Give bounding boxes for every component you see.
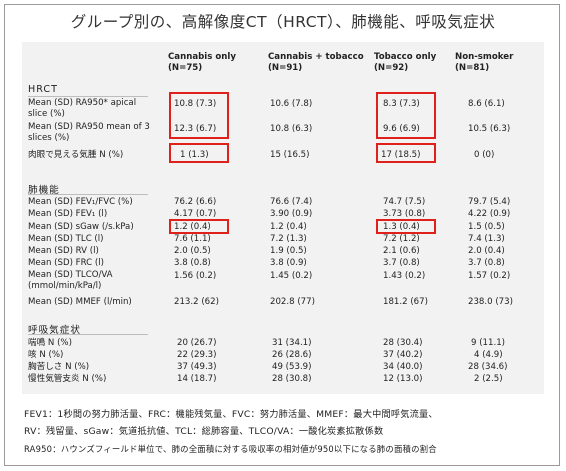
row-label: Mean (SD) TLC (l) <box>28 234 104 244</box>
table-cell: 4 (4.9) <box>474 350 503 360</box>
table-cell: 1.2 (0.4) <box>270 222 307 232</box>
table-cell: 1.3 (0.4) <box>383 222 420 232</box>
col-header-tobacco-only: Tobacco only (N=92) <box>374 52 437 73</box>
table-cell: 26 (28.6) <box>272 350 312 360</box>
table-cell: 2.0 (0.5) <box>174 246 211 256</box>
table-cell: 37 (49.3) <box>177 362 217 372</box>
table-cell: 181.2 (67) <box>383 297 428 307</box>
page-title: グループ別の、高解像度CT（HRCT）、肺機能、呼吸気症状 <box>70 13 496 31</box>
table-cell: 12 (13.0) <box>383 374 423 384</box>
section-title-hrct: HRCT <box>28 84 58 95</box>
table-cell: 1.57 (0.2) <box>468 271 511 281</box>
section-divider <box>28 194 148 195</box>
highlight-box <box>169 219 229 234</box>
row-label: Mean (SD) MMEF (l/min) <box>28 297 132 307</box>
table-cell: 15 (16.5) <box>270 150 310 160</box>
table-cell: 76.6 (7.4) <box>270 197 313 207</box>
col-header-non-smoker: Non-smoker (N=81) <box>455 52 514 73</box>
table-cell: 10.8 (6.3) <box>270 124 313 134</box>
row-label: Mean (SD) RA950* apical slice (%) <box>28 98 137 119</box>
table-cell: 8.3 (7.3) <box>383 99 420 109</box>
row-label: 咳 N (%) <box>28 350 64 360</box>
table-cell: 2 (2.5) <box>474 374 503 384</box>
section-divider <box>28 334 148 335</box>
table-cell: 3.90 (0.9) <box>270 209 313 219</box>
highlight-box <box>169 92 229 139</box>
table-cell: 7.6 (1.1) <box>174 234 211 244</box>
row-label: 肉眼で見える気腫 N (%) <box>28 150 124 160</box>
table-cell: 8.6 (6.1) <box>468 99 505 109</box>
table-cell: 20 (26.7) <box>177 338 217 348</box>
row-label: Mean (SD) FEV₁ (l) <box>28 209 108 219</box>
row-label: Mean (SD) sGaw (/s.kPa) <box>28 222 134 232</box>
table-cell: 10.5 (6.3) <box>468 124 511 134</box>
table-cell: 14 (18.7) <box>177 374 217 384</box>
footnote: RV：残留量、sGaw：気道抵抗値、TCL：総肺容量、TLCO/VA：一酸化炭素… <box>24 426 384 437</box>
row-label: 胸苦しさ N (%) <box>28 362 90 372</box>
table-cell: 9 (11.1) <box>471 338 506 348</box>
table-cell: 28 (34.6) <box>468 362 508 372</box>
table-cell: 34 (40.0) <box>383 362 423 372</box>
table-cell: 2.1 (0.6) <box>383 246 420 256</box>
table-cell: 12.3 (6.7) <box>174 124 217 134</box>
table-cell: 37 (40.2) <box>383 350 423 360</box>
table-cell: 238.0 (73) <box>468 297 513 307</box>
table-cell: 3.8 (0.9) <box>270 258 307 268</box>
table-cell: 28 (30.8) <box>272 374 312 384</box>
table-cell: 3.7 (0.8) <box>468 258 505 268</box>
table-cell: 1 (1.3) <box>180 150 209 160</box>
highlight-box <box>376 143 436 163</box>
table-cell: 9.6 (6.9) <box>383 124 420 134</box>
section-title-symptoms: 呼吸気症状 <box>28 325 81 336</box>
row-label: Mean (SD) TLCO/VA (mmol/min/kPa/l) <box>28 270 113 291</box>
footnote: RA950：ハウンズフィールド単位で、肺の全面積に対する吸収率の相対値が950以… <box>24 444 437 454</box>
col-header-cannabis-only: Cannabis only (N=75) <box>168 52 236 73</box>
row-label: Mean (SD) RV (l) <box>28 246 99 256</box>
table-cell: 4.22 (0.9) <box>468 209 511 219</box>
table-cell: 3.73 (0.8) <box>383 209 426 219</box>
table-cell: 22 (29.3) <box>177 350 217 360</box>
table-cell: 17 (18.5) <box>381 150 421 160</box>
table-cell: 79.7 (5.4) <box>468 197 511 207</box>
table-cell: 7.4 (1.3) <box>468 234 505 244</box>
table-cell: 202.8 (77) <box>270 297 315 307</box>
section-title-lung-function: 肺機能 <box>28 185 60 196</box>
table-cell: 1.56 (0.2) <box>174 271 217 281</box>
row-label: 喘鳴 N (%) <box>28 338 72 348</box>
table-cell: 10.6 (7.8) <box>270 99 313 109</box>
table-cell: 1.9 (0.5) <box>270 246 307 256</box>
table-cell: 1.2 (0.4) <box>174 222 211 232</box>
footnote: FEV1：1秒間の努力肺活量、FRC：機能残気量、FVC：努力肺活量、MMEF：… <box>24 409 438 420</box>
table-cell: 76.2 (6.6) <box>174 197 217 207</box>
table-cell: 1.5 (0.5) <box>468 222 505 232</box>
table-cell: 10.8 (7.3) <box>174 99 217 109</box>
table-cell: 213.2 (62) <box>174 297 219 307</box>
data-table-panel: Cannabis only (N=75) Cannabis + tobacco (N… <box>22 42 544 394</box>
highlight-box <box>169 143 229 163</box>
table-cell: 3.8 (0.8) <box>174 258 211 268</box>
table-cell: 49 (53.9) <box>272 362 312 372</box>
figure-frame <box>4 4 560 466</box>
table-cell: 7.2 (1.3) <box>270 234 307 244</box>
highlight-box <box>376 219 436 234</box>
row-label: Mean (SD) FEV₁/FVC (%) <box>28 197 133 207</box>
row-label: 慢性気管支炎 N (%) <box>28 374 107 384</box>
table-cell: 3.7 (0.8) <box>383 258 420 268</box>
table-cell: 1.45 (0.2) <box>270 271 313 281</box>
table-cell: 1.43 (0.2) <box>383 271 426 281</box>
highlight-box <box>376 92 436 139</box>
row-label: Mean (SD) FRC (l) <box>28 258 104 268</box>
table-cell: 7.2 (1.2) <box>383 234 420 244</box>
table-cell: 31 (34.1) <box>272 338 312 348</box>
table-cell: 28 (30.4) <box>383 338 423 348</box>
row-label: Mean (SD) RA950 mean of 3 slices (%) <box>28 122 150 143</box>
table-cell: 2.0 (0.4) <box>468 246 505 256</box>
table-cell: 4.17 (0.7) <box>174 209 217 219</box>
col-header-cannabis-tobacco: Cannabis + tobacco (N=91) <box>268 52 364 73</box>
section-divider <box>28 96 148 97</box>
table-cell: 0 (0) <box>474 150 495 160</box>
table-cell: 74.7 (7.5) <box>383 197 426 207</box>
